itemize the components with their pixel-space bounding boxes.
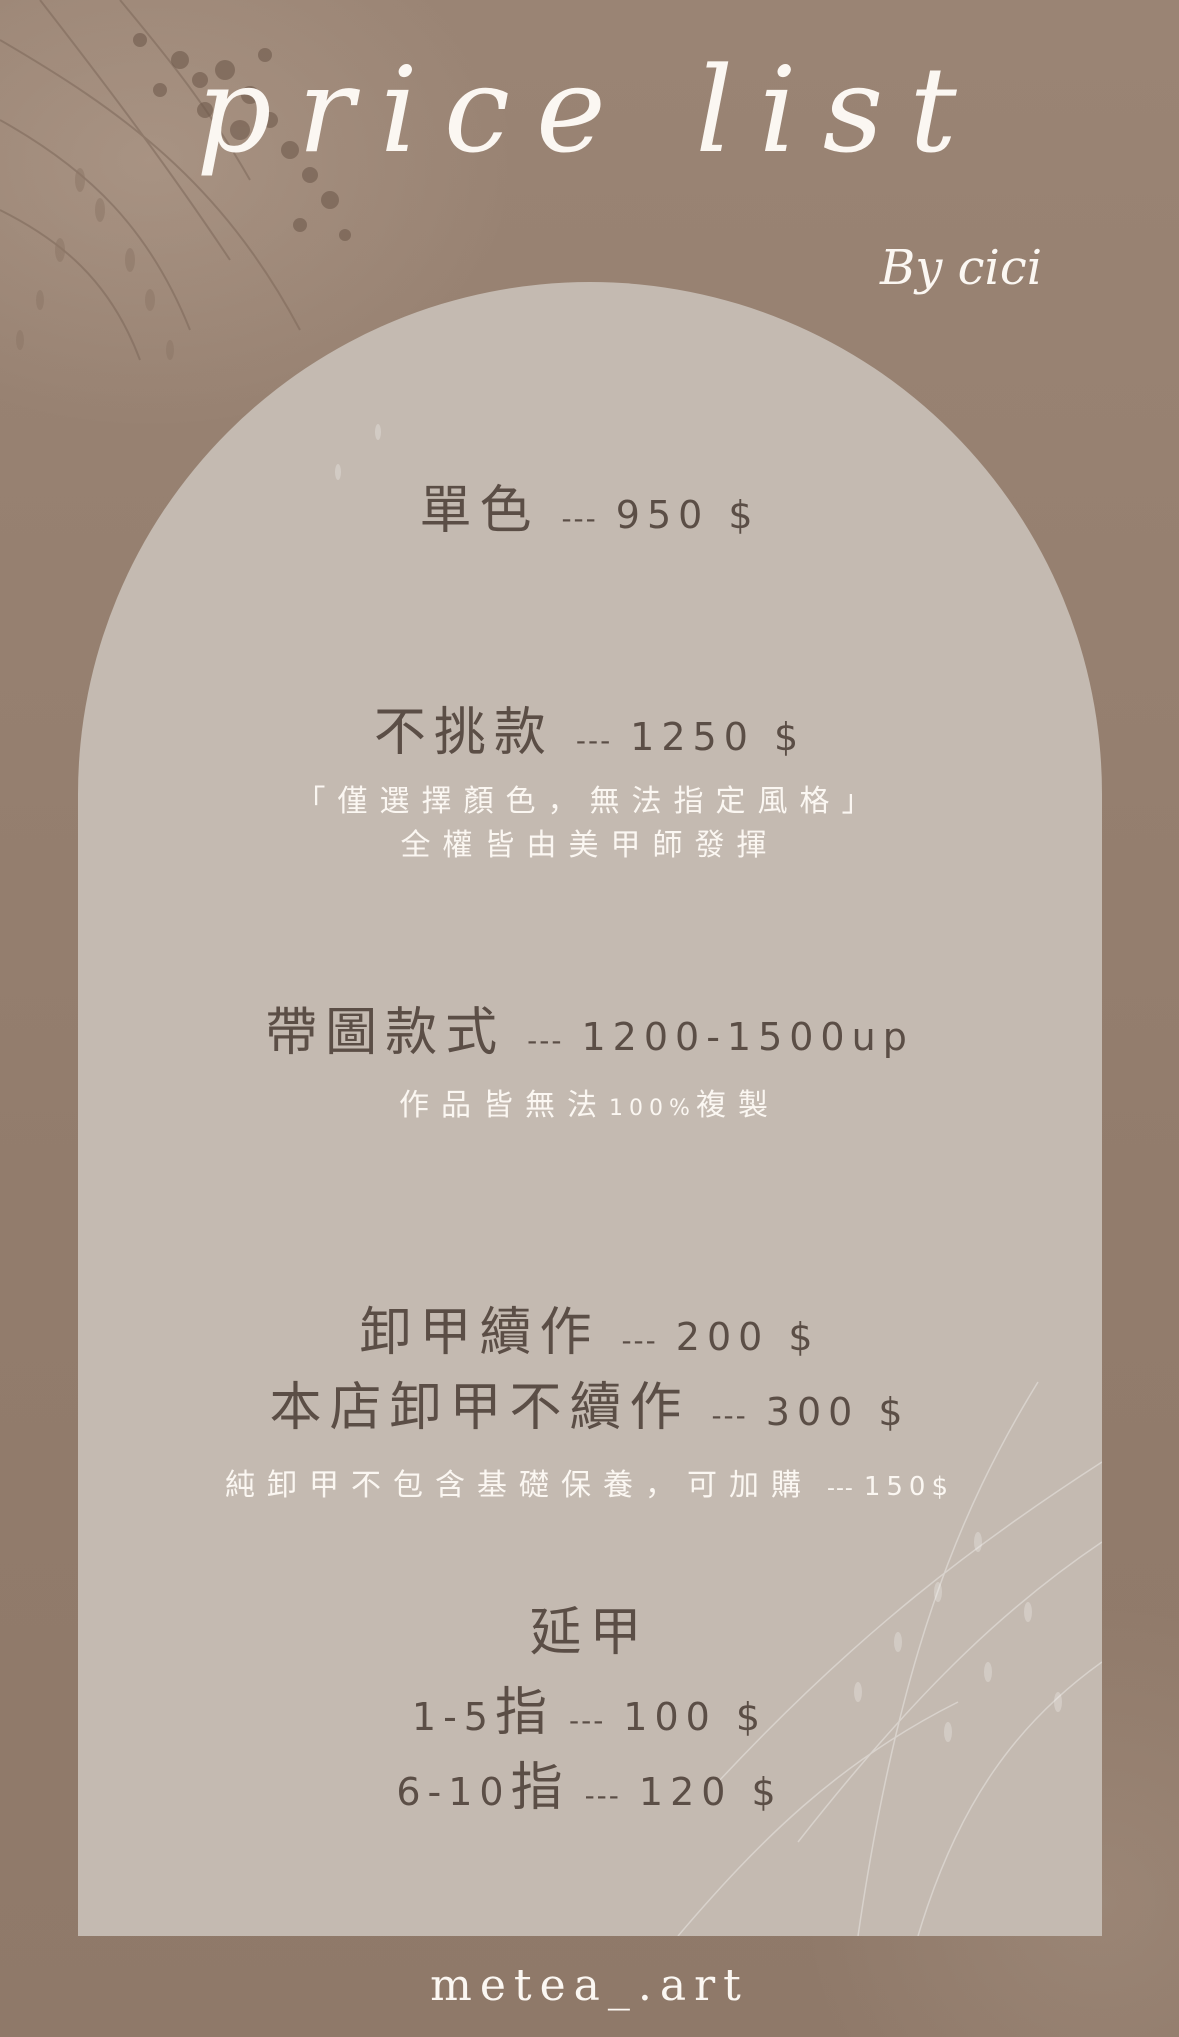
finger-unit: 指 [510,1758,563,1818]
item-single-color: 單色 --- 950 $ [0,468,1179,543]
item-note: 作品皆無法100%複製 [0,1080,1179,1124]
item-removal-other-shop: 本店卸甲不續作 --- 300 $ [0,1365,1179,1440]
menu-arch-panel [78,282,1102,1936]
note-percent: 100% [609,1096,696,1121]
item-name: 延甲 [529,1603,650,1663]
removal-note: 純卸甲不包含基礎保養，可加購 --- 150$ [0,1460,1179,1504]
note-text: 純卸甲不包含基礎保養，可加購 [225,1468,813,1503]
item-note: 「僅選擇顏色，無法指定風格」 [295,784,884,819]
item-name: 不挑款 [373,703,554,763]
item-price: 1200-1500up [581,1015,914,1059]
page-title: price list [196,41,983,179]
extension-row-1: 1-5指 --- 100 $ [0,1670,1179,1745]
separator-dash: --- [527,1024,564,1057]
separator-dash: --- [584,1779,621,1812]
item-note: 全權皆由美甲師發揮 [400,828,779,863]
item-price: 1250 $ [630,715,806,759]
separator-dash: --- [827,1476,854,1501]
separator-dash: --- [621,1324,658,1357]
item-no-pick: 不挑款 --- 1250 $ [0,690,1179,765]
item-price: 100 $ [623,1695,768,1739]
note-price: 150$ [863,1472,954,1502]
note-text: 作品皆無法 [399,1088,610,1123]
item-price: 200 $ [675,1315,820,1359]
separator-dash: --- [561,502,598,535]
item-name: 帶圖款式 [265,1003,506,1063]
item-removal-continue: 卸甲續作 --- 200 $ [0,1290,1179,1365]
finger-count: 1-5 [411,1695,495,1739]
grass-decoration [335,424,1102,1936]
finger-unit: 指 [494,1683,547,1743]
separator-dash: --- [711,1399,748,1432]
item-price: 120 $ [638,1770,783,1814]
item-name: 卸甲續作 [359,1303,600,1363]
footer-handle: metea_.art [430,1960,749,2011]
item-price: 950 $ [615,493,760,537]
extension-row-2: 6-10指 --- 120 $ [0,1745,1179,1820]
separator-dash: --- [568,1704,606,1737]
item-name: 單色 [419,481,540,541]
byline: By cici [880,240,1043,296]
separator-dash: --- [575,724,613,757]
note-text: 複製 [695,1088,780,1123]
item-with-design: 帶圖款式 --- 1200-1500up [0,990,1179,1065]
extension-title: 延甲 [0,1590,1179,1665]
finger-count: 6-10 [396,1770,511,1814]
item-price: 300 $ [765,1390,910,1434]
item-name: 本店卸甲不續作 [269,1378,690,1438]
